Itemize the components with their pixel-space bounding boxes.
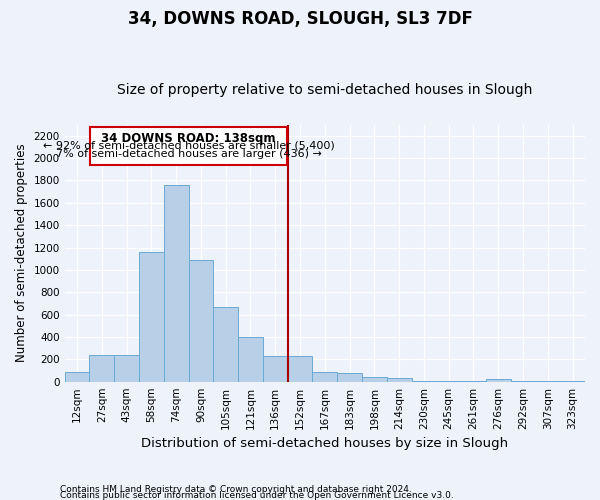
Text: 34, DOWNS ROAD, SLOUGH, SL3 7DF: 34, DOWNS ROAD, SLOUGH, SL3 7DF [128,10,472,28]
Bar [461,380,486,382]
Bar [486,379,511,382]
Bar [313,372,337,382]
Text: Contains public sector information licensed under the Open Government Licence v3: Contains public sector information licen… [60,491,454,500]
Y-axis label: Number of semi-detached properties: Number of semi-detached properties [15,144,28,362]
X-axis label: Distribution of semi-detached houses by size in Slough: Distribution of semi-detached houses by … [141,437,508,450]
Bar [535,381,560,382]
Text: 34 DOWNS ROAD: 138sqm: 34 DOWNS ROAD: 138sqm [101,132,276,145]
Title: Size of property relative to semi-detached houses in Slough: Size of property relative to semi-detach… [117,83,533,97]
Text: ← 92% of semi-detached houses are smaller (5,400): ← 92% of semi-detached houses are smalle… [43,141,334,151]
Bar [188,260,214,382]
Bar [387,378,412,382]
Text: Contains HM Land Registry data © Crown copyright and database right 2024.: Contains HM Land Registry data © Crown c… [60,484,412,494]
Bar [511,381,535,382]
Bar [337,374,362,382]
Bar [238,337,263,382]
Bar [362,377,387,382]
Bar [436,380,461,382]
Bar [287,356,313,382]
Bar [89,355,114,382]
Bar [164,185,188,382]
Bar [65,372,89,382]
Bar [139,252,164,382]
Bar [114,355,139,382]
Bar [90,128,287,165]
Text: 7% of semi-detached houses are larger (436) →: 7% of semi-detached houses are larger (4… [56,148,322,158]
Bar [412,380,436,382]
Bar [263,356,287,382]
Bar [560,381,585,382]
Bar [214,307,238,382]
